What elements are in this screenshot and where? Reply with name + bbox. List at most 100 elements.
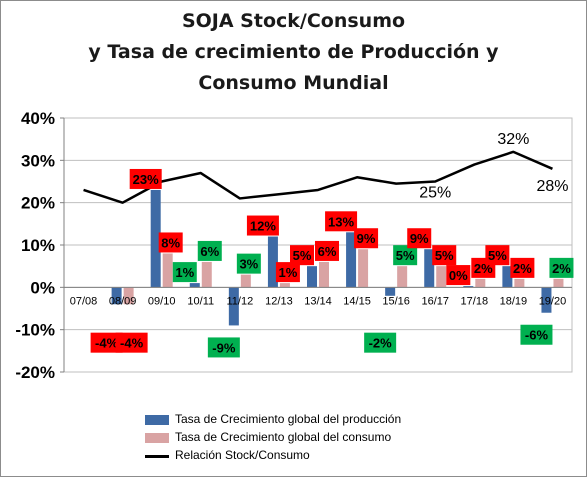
- data-label-box: [158, 232, 183, 253]
- line-data-label: 25%: [419, 185, 451, 202]
- chart-title-line-1: SOJA Stock/Consumo: [181, 10, 406, 32]
- data-label: 12%: [250, 219, 276, 234]
- bar-consumption: [553, 278, 564, 288]
- data-label: -9%: [212, 340, 236, 355]
- bar-consumption: [436, 266, 447, 288]
- x-tick-label: 16/17: [421, 295, 449, 307]
- bar-consumption: [475, 278, 486, 288]
- data-label-box: [290, 245, 314, 266]
- data-label-box: [393, 245, 418, 266]
- data-label-box: [510, 257, 535, 278]
- data-label: 1%: [175, 265, 194, 280]
- data-label-box: [207, 337, 240, 358]
- data-label-box: [115, 332, 148, 353]
- bar-production: [463, 286, 474, 288]
- bar-consumption: [358, 249, 369, 288]
- chart-title-line-3: Consumo Mundial: [198, 72, 389, 94]
- line-data-label: 28%: [536, 178, 568, 195]
- bar-consumption: [240, 274, 251, 288]
- data-label-box: [354, 228, 379, 249]
- data-label: 2%: [513, 261, 532, 276]
- y-tick-label: 30%: [21, 151, 55, 170]
- legend-swatch-ratio: [145, 455, 169, 458]
- data-label: 9%: [410, 231, 429, 246]
- data-label: -4%: [120, 336, 144, 351]
- bar-consumption: [319, 261, 329, 288]
- bar-production: [424, 249, 435, 288]
- x-tick-label: 19/20: [539, 295, 567, 307]
- bar-production: [111, 287, 122, 305]
- legend-label-production: Tasa de Crecimiento global del producció…: [175, 412, 402, 426]
- data-label: -6%: [525, 328, 549, 343]
- data-label-box: [315, 240, 339, 261]
- bar-production: [150, 189, 161, 288]
- bar-production: [541, 287, 552, 313]
- legend-swatch-consumption: [145, 433, 169, 443]
- data-label: 6%: [200, 244, 219, 259]
- y-tick-label: -10%: [15, 321, 55, 340]
- y-tick-label: 40%: [21, 109, 55, 128]
- x-tick-label: 13/14: [304, 295, 332, 307]
- x-tick-label: 12/13: [265, 295, 293, 307]
- data-label: 8%: [161, 235, 180, 250]
- x-tick-label: 11/12: [226, 295, 253, 307]
- chart-title-line-2: y Tasa de crecimiento de Producción y: [88, 41, 499, 63]
- data-label: 13%: [328, 214, 354, 229]
- data-label-box: [520, 324, 553, 345]
- x-tick-label: 09/10: [148, 295, 176, 307]
- data-label-box: [246, 215, 279, 236]
- x-tick-label: 18/19: [500, 295, 528, 307]
- data-label-box: [325, 211, 358, 232]
- legend-label-consumption: Tasa de Crecimiento global del consumo: [175, 430, 392, 444]
- y-tick-label: 10%: [21, 236, 55, 255]
- data-label: 5%: [396, 248, 415, 263]
- data-label: 6%: [318, 244, 337, 259]
- x-tick-label: 15/16: [382, 295, 410, 307]
- bar-consumption: [162, 253, 173, 288]
- bar-production: [267, 236, 278, 288]
- y-tick-label: -20%: [15, 363, 55, 382]
- data-label: 2%: [552, 261, 571, 276]
- data-label-box: [549, 257, 574, 278]
- data-label-box: [236, 253, 261, 274]
- bar-production: [307, 266, 317, 288]
- x-tick-label: 07/08: [70, 295, 98, 307]
- data-label-box: [90, 332, 123, 353]
- bar-consumption: [123, 287, 134, 305]
- data-label: 9%: [357, 231, 376, 246]
- x-tick-label: 10/11: [187, 295, 214, 307]
- data-label-box: [485, 245, 510, 266]
- y-tick-label: 0%: [30, 278, 55, 297]
- bar-production: [346, 232, 357, 288]
- data-label: 23%: [133, 172, 159, 187]
- legend-swatch-production: [145, 415, 169, 425]
- data-label: 5%: [488, 248, 507, 263]
- data-label: 5%: [293, 248, 312, 263]
- data-label: 5%: [435, 248, 454, 263]
- bar-production: [502, 266, 513, 288]
- x-tick-label: 08/09: [109, 295, 137, 307]
- legend-label-ratio: Relación Stock/Consumo: [175, 448, 310, 462]
- data-label: -4%: [95, 336, 119, 351]
- bar-consumption: [397, 266, 408, 288]
- data-label: 0%: [449, 268, 468, 283]
- data-label-box: [275, 262, 300, 283]
- data-label-box: [172, 262, 197, 283]
- bar-production: [189, 283, 200, 288]
- data-label-box: [129, 168, 162, 189]
- data-label-box: [197, 240, 222, 261]
- bar-consumption: [201, 261, 212, 288]
- bar-consumption: [279, 283, 290, 288]
- bar-production: [385, 287, 396, 296]
- data-label: 1%: [279, 265, 298, 280]
- bar-consumption: [514, 278, 525, 288]
- data-label-box: [446, 265, 471, 286]
- x-tick-label: 17/18: [461, 295, 489, 307]
- data-label-box: [432, 245, 457, 266]
- x-tick-label: 14/15: [343, 295, 371, 307]
- data-label-box: [407, 228, 432, 249]
- y-tick-label: 20%: [21, 194, 55, 213]
- bar-production: [228, 287, 239, 326]
